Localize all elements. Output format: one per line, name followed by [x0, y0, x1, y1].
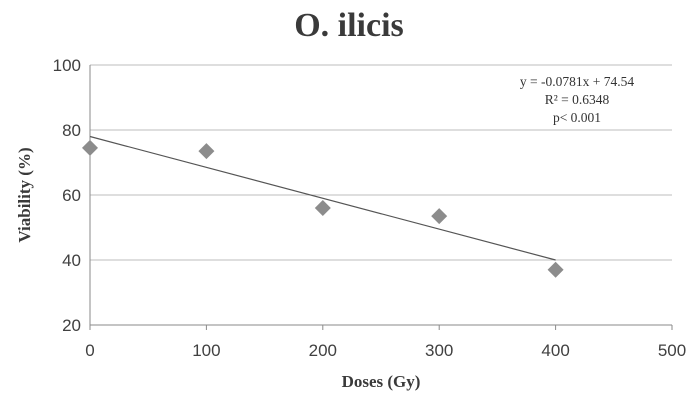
- data-point-100: [198, 143, 215, 160]
- data-point-0: [82, 139, 98, 156]
- y-tick-label: 60: [62, 186, 81, 205]
- y-axis-title: Viability (%): [15, 147, 34, 242]
- y-tick-labels: 20 40 60 80 100: [53, 56, 81, 335]
- chart-title: O. ilicis: [294, 7, 404, 44]
- equation-label: y = -0.0781x + 74.54: [520, 74, 634, 89]
- x-tick-label: 500: [658, 341, 686, 360]
- y-tick-label: 80: [62, 121, 81, 140]
- axes: [89, 65, 673, 330]
- x-tick-labels: 0 100 200 300 400 500: [85, 341, 686, 360]
- x-tick-label: 300: [425, 341, 453, 360]
- p-value-label: p< 0.001: [553, 110, 601, 125]
- data-point-300: [431, 208, 448, 225]
- trendline-group: [89, 135, 556, 261]
- r-squared-label: R² = 0.6348: [545, 92, 610, 107]
- x-tick-label: 400: [541, 341, 569, 360]
- x-tick-label: 100: [192, 341, 220, 360]
- y-tick-label: 40: [62, 251, 81, 270]
- y-tick-label: 100: [53, 56, 81, 75]
- x-tick-label: 200: [309, 341, 337, 360]
- data-points: [82, 139, 564, 278]
- data-point-200: [314, 200, 331, 216]
- x-axis-title: Doses (Gy): [342, 372, 421, 391]
- data-point-400: [547, 261, 564, 278]
- y-tick-label: 20: [62, 316, 81, 335]
- trendline: [89, 135, 556, 261]
- x-tick-label: 0: [85, 341, 94, 360]
- gridlines: [90, 64, 672, 261]
